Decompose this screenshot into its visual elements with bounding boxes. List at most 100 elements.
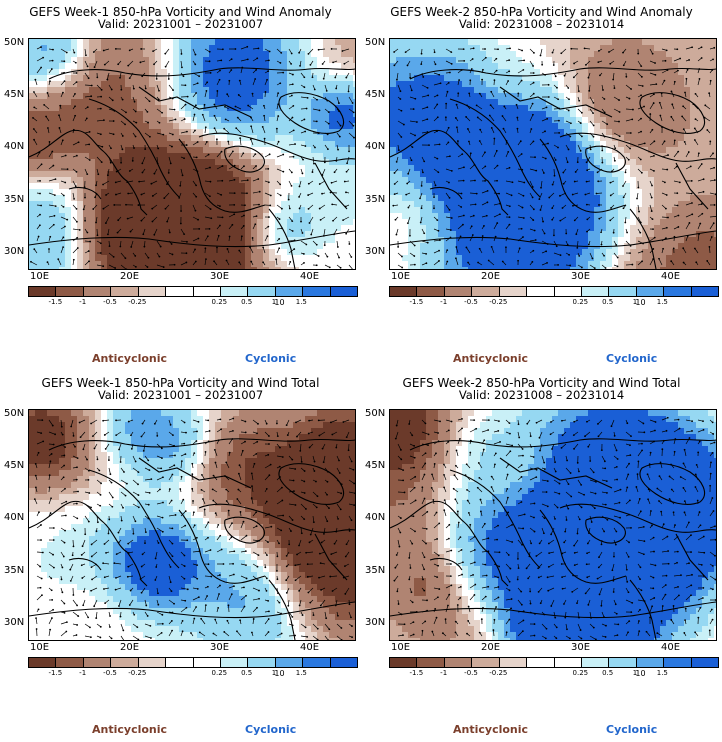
colorbar-swatch [303,287,331,296]
colorbar-label: 1.5 [295,298,307,306]
colorbar-swatch [138,287,167,296]
colorbar-swatch [390,658,418,667]
longitude-tick-label: 20E [120,642,140,653]
colorbar-swatch [330,287,358,296]
colorbar-swatch [111,658,139,667]
colorbar-swatch [581,658,610,667]
cyclonic-label: Cyclonic [606,352,658,365]
colorbar-swatch [609,287,637,296]
colorbar-swatch [303,658,331,667]
colorbar-swatch [417,658,445,667]
latitude-tick-label: 40N [4,141,25,153]
colorbar-swatch [444,658,473,667]
colorbar-label: 0.25 [211,298,228,306]
latitude-tick-label: 35N [4,193,25,205]
latitude-tick-label: 35N [365,193,386,205]
vorticity-map [28,38,356,270]
colorbar-label: 0.25 [572,298,589,306]
latitude-tick-label: 40N [4,512,25,524]
colorbar-label: 0.5 [602,669,614,677]
latitude-tick-label: 50N [4,407,25,419]
colorbar-label: -1.5 [48,669,63,677]
anticyclonic-label: Anticyclonic [453,352,529,365]
vorticity-map [389,409,717,641]
latitude-tick-label: 40N [365,141,386,153]
colorbar-swatch [472,287,500,296]
colorbar-label: 1.5 [656,669,668,677]
colorbar-label: -1 [79,298,87,306]
longitude-tick-label: 20E [481,642,501,653]
colorbar-swatch [390,287,418,296]
colorbar-swatch [527,658,555,667]
colorbar-label: -0.25 [128,669,147,677]
map-panel-1: GEFS Week-1 850-hPa Vorticity and Wind A… [0,0,361,371]
longitude-tick-label: 30E [571,642,591,653]
colorbar-swatch [111,287,139,296]
colorbar-swatch [636,287,665,296]
colorbar-units-mark: 10 [635,669,646,678]
panel-valid-dates: Valid: 20231008 – 20231014 [458,17,625,31]
latitude-tick-label: 30N [365,246,386,257]
colorbar-swatch [83,658,112,667]
latitude-tick-label: 45N [365,89,386,101]
map-panel-3: GEFS Week-1 850-hPa Vorticity and Wind T… [0,371,361,742]
map-panel-2: GEFS Week-2 850-hPa Vorticity and Wind A… [361,0,722,371]
longitude-tick-label: 10E [391,642,411,653]
longitude-tick-label: 40E [661,271,681,282]
colorbar [389,657,719,668]
cyclonic-label: Cyclonic [245,723,297,736]
panel-title: GEFS Week-1 850-hPa Vorticity and Wind T… [41,376,320,390]
colorbar-label: -0.5 [103,669,117,677]
colorbar-units-mark: 10 [635,298,646,307]
longitude-tick-label: 40E [661,642,681,653]
colorbar-swatch [527,287,555,296]
colorbar-label: 1 [632,669,638,677]
cyclonic-label: Cyclonic [606,723,658,736]
colorbar-swatch [248,287,276,296]
cyclonic-label: Cyclonic [245,352,297,365]
colorbar-label: 0.25 [211,669,228,677]
colorbar-swatch [664,287,692,296]
colorbar-swatch [499,658,528,667]
colorbar-label: 1 [271,669,277,677]
longitude-tick-label: 10E [30,642,50,653]
latitude-tick-label: 45N [4,89,25,101]
colorbar-swatch [499,287,528,296]
anticyclonic-label: Anticyclonic [92,723,168,736]
colorbar-label: -1.5 [409,298,424,306]
colorbar [28,657,358,668]
latitude-tick-label: 40N [365,512,386,524]
panel-valid-dates: Valid: 20231001 – 20231007 [97,17,264,31]
colorbar-swatch [554,287,582,296]
colorbar-swatch [193,658,221,667]
panel-valid-dates: Valid: 20231001 – 20231007 [97,388,264,402]
colorbar-label: -1 [79,669,87,677]
colorbar-swatch [275,287,304,296]
colorbar-swatch [664,658,692,667]
colorbar-label: 1.5 [656,298,668,306]
anticyclonic-label: Anticyclonic [453,723,529,736]
colorbar-swatch [56,658,84,667]
colorbar-swatch [554,658,582,667]
longitude-tick-label: 30E [210,642,230,653]
colorbar-swatch [275,658,304,667]
colorbar-swatch [691,287,719,296]
colorbar-swatch [29,658,57,667]
longitude-tick-label: 10E [30,271,50,282]
colorbar-swatch [83,287,112,296]
panel-title: GEFS Week-2 850-hPa Vorticity and Wind T… [402,376,681,390]
colorbar-units-mark: 10 [274,298,285,307]
colorbar-swatch [56,287,84,296]
longitude-tick-label: 30E [210,271,230,282]
colorbar-swatch [444,287,473,296]
colorbar-swatch [193,287,221,296]
colorbar-label: 0.5 [602,298,614,306]
colorbar-label: -1 [440,669,448,677]
colorbar-label: 1.5 [295,669,307,677]
colorbar-label: 0.25 [572,669,589,677]
latitude-tick-label: 50N [365,36,386,48]
longitude-tick-label: 40E [300,271,320,282]
colorbar-label: -1 [440,298,448,306]
longitude-tick-label: 30E [571,271,591,282]
longitude-tick-label: 20E [481,271,501,282]
